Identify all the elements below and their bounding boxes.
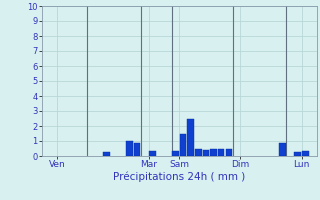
Bar bbox=[279, 142, 286, 156]
Bar bbox=[172, 151, 179, 156]
X-axis label: Précipitations 24h ( mm ): Précipitations 24h ( mm ) bbox=[113, 172, 245, 182]
Bar bbox=[195, 148, 202, 156]
Bar bbox=[294, 152, 301, 156]
Bar bbox=[226, 148, 232, 156]
Bar bbox=[210, 148, 217, 156]
Bar bbox=[218, 148, 225, 156]
Bar bbox=[302, 151, 308, 156]
Bar bbox=[126, 141, 133, 156]
Bar bbox=[180, 134, 186, 156]
Bar bbox=[103, 152, 110, 156]
Bar bbox=[188, 118, 194, 156]
Bar bbox=[149, 151, 156, 156]
Bar bbox=[203, 150, 209, 156]
Bar bbox=[134, 142, 140, 156]
